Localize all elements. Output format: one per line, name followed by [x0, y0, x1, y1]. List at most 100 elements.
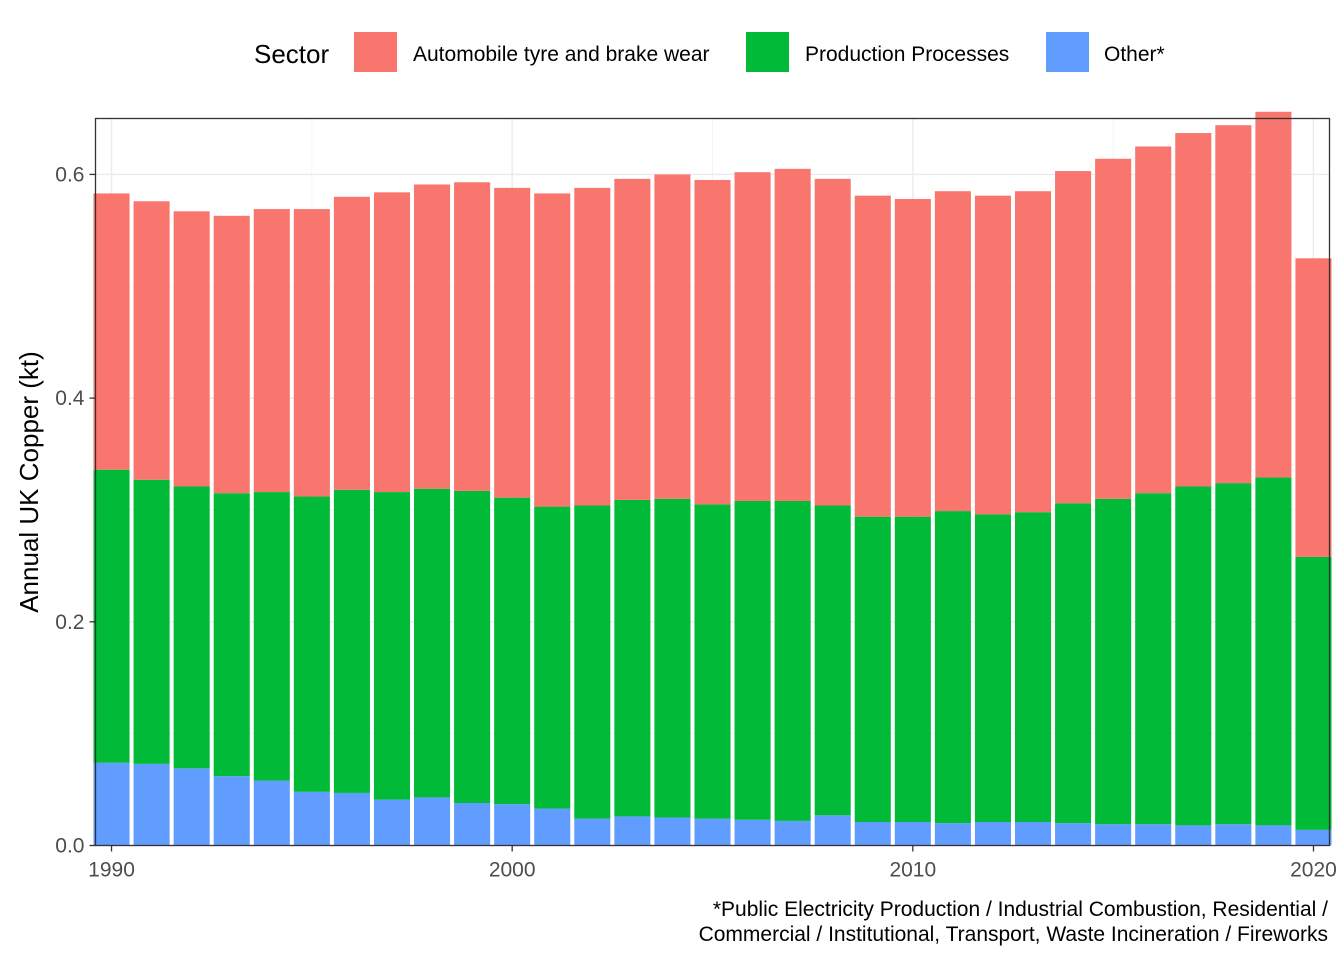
bar-production-processes-2002 [574, 505, 611, 819]
bar-automobile-tyre-and-brake-wear-1998 [414, 184, 451, 489]
bar-other-2003 [614, 816, 651, 846]
bar-automobile-tyre-and-brake-wear-1999 [454, 182, 491, 491]
bar-production-processes-2011 [934, 511, 971, 824]
bar-automobile-tyre-and-brake-wear-2012 [974, 195, 1011, 515]
bar-automobile-tyre-and-brake-wear-2020 [1295, 258, 1332, 557]
bar-production-processes-2010 [894, 516, 931, 823]
x-tick-label: 2000 [489, 859, 536, 882]
bar-production-processes-2013 [1014, 512, 1052, 823]
bar-automobile-tyre-and-brake-wear-1994 [253, 209, 290, 493]
bar-other-1995 [293, 791, 330, 846]
bar-other-1991 [133, 763, 170, 846]
bar-other-1998 [414, 797, 451, 846]
bar-other-2013 [1014, 822, 1052, 846]
bar-other-2002 [574, 818, 611, 846]
bar-production-processes-1996 [333, 489, 370, 793]
bar-other-2001 [534, 808, 571, 846]
bar-production-processes-1992 [173, 486, 210, 769]
bar-automobile-tyre-and-brake-wear-1995 [293, 209, 330, 497]
bar-production-processes-1998 [414, 488, 451, 798]
bar-automobile-tyre-and-brake-wear-1992 [173, 211, 210, 487]
bar-production-processes-2001 [534, 506, 571, 809]
bar-production-processes-2004 [654, 498, 691, 818]
plot-border [94, 117, 1331, 847]
legend-title: Sector [254, 39, 329, 69]
y-axis-title: Annual UK Copper (kt) [14, 351, 44, 613]
bar-production-processes-1999 [454, 490, 491, 803]
legend-label-other: Other* [1104, 43, 1165, 66]
axis-ticks: 0.0 0.2 0.4 0.6 1990 2000 2010 2020 [55, 163, 1337, 881]
bar-automobile-tyre-and-brake-wear-2017 [1175, 133, 1212, 487]
bar-production-processes-2016 [1135, 493, 1172, 825]
bar-other-2007 [774, 820, 811, 846]
bar-other-1990 [93, 762, 130, 846]
bar-other-2004 [654, 817, 691, 846]
y-tick-label: 0.0 [55, 835, 84, 858]
bar-other-2010 [894, 822, 931, 846]
bar-automobile-tyre-and-brake-wear-2001 [534, 193, 571, 507]
bar-automobile-tyre-and-brake-wear-2015 [1095, 158, 1132, 499]
bar-automobile-tyre-and-brake-wear-2007 [774, 168, 811, 502]
bar-automobile-tyre-and-brake-wear-2003 [614, 178, 651, 500]
bar-automobile-tyre-and-brake-wear-2006 [734, 172, 771, 502]
bar-production-processes-2015 [1095, 498, 1132, 825]
bar-automobile-tyre-and-brake-wear-2008 [814, 178, 851, 506]
bar-production-processes-2009 [854, 516, 891, 823]
bar-other-2008 [814, 815, 851, 846]
legend-label-automobile-tyre-and-brake-wear: Automobile tyre and brake wear [413, 43, 710, 66]
bar-production-processes-1990 [93, 469, 130, 763]
bar-production-processes-2000 [494, 497, 531, 805]
bar-other-1992 [173, 768, 210, 846]
legend: Sector Automobile tyre and brake wear Pro… [254, 32, 1165, 72]
caption-line-2: Commercial / Institutional, Transport, W… [699, 923, 1328, 946]
y-tick-label: 0.4 [55, 387, 85, 410]
bar-automobile-tyre-and-brake-wear-2011 [934, 191, 971, 512]
bar-automobile-tyre-and-brake-wear-2019 [1255, 111, 1292, 478]
bar-automobile-tyre-and-brake-wear-2005 [694, 180, 731, 505]
bar-automobile-tyre-and-brake-wear-2009 [854, 195, 891, 517]
bar-automobile-tyre-and-brake-wear-2000 [494, 187, 531, 498]
bar-production-processes-1993 [213, 493, 250, 777]
caption-line-1: *Public Electricity Production / Industr… [713, 898, 1328, 921]
bar-production-processes-2008 [814, 505, 851, 816]
bar-other-2020 [1295, 829, 1332, 846]
bar-automobile-tyre-and-brake-wear-1990 [93, 193, 130, 470]
bar-production-processes-2019 [1255, 477, 1292, 826]
bar-other-1997 [373, 799, 411, 846]
bar-automobile-tyre-and-brake-wear-2004 [654, 174, 691, 499]
bar-production-processes-1995 [293, 496, 330, 792]
bar-automobile-tyre-and-brake-wear-2014 [1055, 171, 1092, 504]
bar-other-2000 [494, 804, 531, 846]
bar-other-2017 [1175, 825, 1212, 846]
bar-other-2011 [934, 823, 971, 846]
bar-automobile-tyre-and-brake-wear-2002 [574, 187, 611, 506]
x-tick-label: 1990 [88, 859, 135, 882]
bar-automobile-tyre-and-brake-wear-2013 [1014, 191, 1052, 513]
bar-other-1996 [333, 792, 370, 846]
bar-automobile-tyre-and-brake-wear-2010 [894, 199, 931, 517]
bar-other-2005 [694, 818, 731, 846]
caption: *Public Electricity Production / Industr… [699, 898, 1329, 946]
bar-other-2012 [974, 822, 1011, 846]
bar-other-2015 [1095, 824, 1132, 846]
bar-other-2009 [854, 822, 891, 846]
bar-other-2014 [1055, 823, 1092, 846]
bar-other-2016 [1135, 824, 1172, 846]
bar-production-processes-2005 [694, 504, 731, 819]
bar-automobile-tyre-and-brake-wear-1996 [333, 196, 370, 490]
y-tick-label: 0.2 [55, 611, 84, 634]
bar-other-2018 [1215, 824, 1252, 846]
bar-automobile-tyre-and-brake-wear-2018 [1215, 125, 1252, 484]
bar-other-1999 [454, 802, 491, 846]
bar-production-processes-1991 [133, 479, 170, 764]
bar-production-processes-2012 [974, 514, 1011, 823]
bar-production-processes-2006 [734, 501, 771, 820]
x-tick-label: 2020 [1290, 859, 1337, 882]
bar-automobile-tyre-and-brake-wear-1993 [213, 215, 250, 494]
bar-production-processes-2017 [1175, 486, 1212, 826]
x-tick-label: 2010 [889, 859, 936, 882]
bar-production-processes-1994 [253, 492, 290, 781]
bar-production-processes-2020 [1295, 556, 1332, 830]
legend-label-production-processes: Production Processes [805, 43, 1009, 66]
bar-production-processes-1997 [373, 492, 411, 800]
